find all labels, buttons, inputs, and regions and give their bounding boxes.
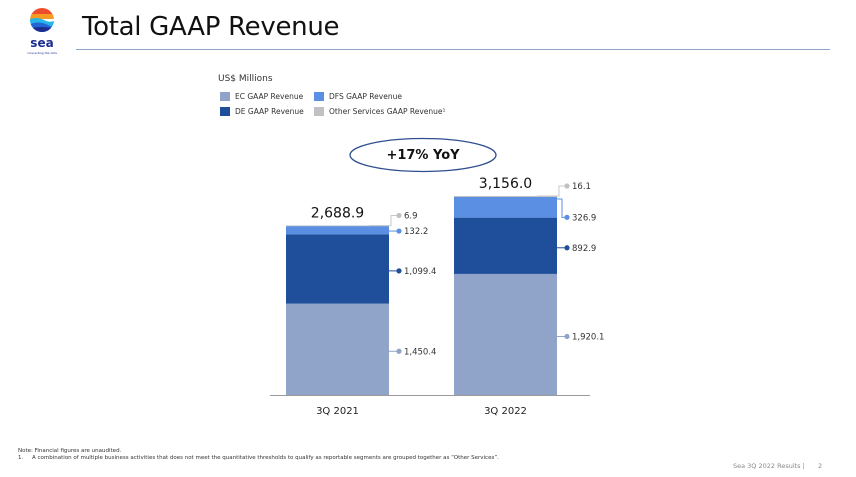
data-label-de-gaap-revenue-3q-2021: 1,099.4: [404, 267, 436, 277]
footnote-1: 1. A combination of multiple business act…: [18, 455, 499, 461]
leader-line-other-3q-2022: [537, 185, 567, 197]
leader-line-dfs-3q-2022: [557, 198, 567, 218]
x-tick-label-3q-2022: 3Q 2022: [484, 406, 527, 417]
units-label: US$ Millions: [218, 74, 273, 84]
data-label-dfs-3q-2022: 326.9: [572, 213, 596, 223]
logo-tagline: connecting the dots: [27, 51, 57, 55]
legend-label-dfs: DFS GAAP Revenue: [329, 92, 402, 101]
total-label-3q-2021: 2,688.9: [311, 205, 364, 221]
legend-item-ec: EC GAAP Revenue: [220, 92, 303, 101]
leader-dot-ec-gaap-revenue-3q-2021: [396, 348, 402, 354]
data-label-de-gaap-revenue-3q-2022: 892.9: [572, 244, 596, 254]
legend-label-other: Other Services GAAP Revenue¹: [329, 107, 446, 116]
yoy-callout-ellipse: [349, 137, 497, 173]
legend-swatch-de: [220, 107, 230, 116]
data-label-ec-gaap-revenue-3q-2021: 1,450.4: [404, 347, 436, 357]
leader-dot-de-gaap-revenue-3q-2021: [396, 268, 402, 274]
sea-logo: sea connecting the dots: [27, 8, 57, 55]
logo-wordmark: sea: [30, 36, 53, 50]
legend-label-ec: EC GAAP Revenue: [235, 92, 304, 101]
data-label-other-3q-2022: 16.1: [572, 182, 591, 192]
leader-dot-other-3q-2021: [396, 212, 402, 219]
leader-dot-dfs-3q-2021: [396, 228, 402, 234]
bar-segment-dfs-gaap-revenue-3q-2021: [286, 225, 389, 235]
bar-segment-de-gaap-revenue-3q-2021: [286, 234, 389, 304]
data-label-dfs-3q-2021: 132.2: [404, 227, 428, 237]
footnote-note: Note: Financial figures are unaudited.: [18, 448, 122, 454]
data-label-other-3q-2021: 6.9: [404, 211, 418, 221]
page-title: Total GAAP Revenue: [82, 12, 340, 42]
bar-segment-ec-gaap-revenue-3q-2021: [286, 303, 389, 395]
legend-swatch-ec: [220, 92, 230, 101]
leader-dot-ec-gaap-revenue-3q-2022: [564, 333, 570, 340]
chart-legend: EC GAAP Revenue DE GAAP Revenue DFS GAAP…: [220, 92, 480, 122]
legend-swatch-other: [314, 107, 324, 116]
legend-item-de: DE GAAP Revenue: [220, 107, 304, 116]
footer-deck-title: Sea 3Q 2022 Results |: [733, 462, 805, 470]
x-tick-label-3q-2021: 3Q 2021: [316, 406, 359, 417]
title-divider: [76, 49, 830, 50]
bar-segment-dfs-gaap-revenue-3q-2022: [454, 197, 557, 218]
legend-label-de: DE GAAP Revenue: [235, 107, 304, 116]
bar-segment-other-services-gaap-revenue-3q-2021: [286, 225, 389, 227]
bar-segment-other-services-gaap-revenue-3q-2022: [454, 196, 557, 198]
bar-segment-de-gaap-revenue-3q-2022: [454, 217, 557, 274]
total-label-3q-2022: 3,156.0: [479, 176, 532, 192]
legend-item-dfs: DFS GAAP Revenue: [314, 92, 402, 101]
bar-segment-ec-gaap-revenue-3q-2022: [454, 273, 557, 395]
footnote-1-text: A combination of multiple business activ…: [32, 455, 499, 461]
legend-item-other: Other Services GAAP Revenue¹: [314, 107, 446, 116]
legend-swatch-dfs: [314, 92, 324, 101]
leader-dot-de-gaap-revenue-3q-2022: [564, 245, 570, 251]
footer-page-number: 2: [818, 462, 823, 470]
leader-line-other-3q-2021: [369, 214, 399, 226]
leader-dot-dfs-3q-2022: [564, 214, 570, 220]
data-label-ec-gaap-revenue-3q-2022: 1,920.1: [572, 332, 604, 342]
yoy-callout-text: +17% YoY: [386, 147, 460, 163]
leader-dot-other-3q-2022: [564, 183, 570, 189]
footnote-1-number: 1.: [18, 455, 24, 461]
